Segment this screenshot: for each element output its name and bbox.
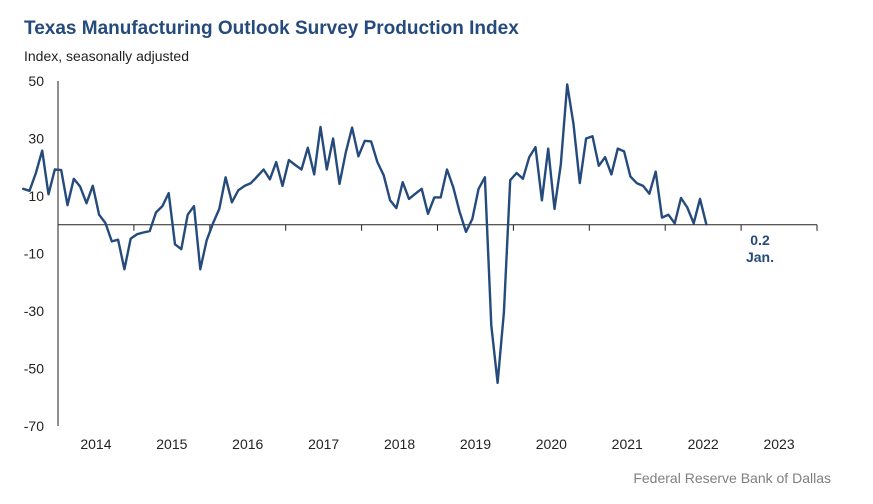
y-tick-label: -70 (24, 418, 44, 434)
chart-title: Texas Manufacturing Outlook Survey Produ… (24, 18, 519, 39)
x-tick-label: 2018 (384, 436, 415, 452)
x-tick-label: 2020 (536, 436, 567, 452)
y-tick-label: 10 (28, 188, 44, 204)
x-tick-label: 2019 (460, 436, 491, 452)
y-tick-label: 50 (28, 73, 44, 89)
y-tick-label: -30 (24, 303, 44, 319)
x-axis: 2014 2015 2016 2017 2018 2019 2020 2021 2022 2023 (57, 224, 818, 452)
x-tick-label: 2017 (308, 436, 339, 452)
x-tick-label: 2014 (80, 436, 111, 452)
y-axis: 50 30 10 -10 -30 -50 -70 (24, 73, 59, 434)
y-tick-label: 30 (28, 131, 44, 147)
series-line-production-index (22, 83, 708, 385)
x-tick-label: 2015 (156, 436, 187, 452)
chart-subtitle: Index, seasonally adjusted (24, 48, 189, 64)
source-credit: Federal Reserve Bank of Dallas (633, 470, 831, 486)
x-tick-label: 2016 (232, 436, 263, 452)
x-tick-label: 2023 (763, 436, 794, 452)
latest-month-label: Jan. (746, 249, 774, 265)
y-tick-label: -50 (24, 361, 44, 377)
x-tick-label: 2022 (688, 436, 719, 452)
x-tick-label: 2021 (612, 436, 643, 452)
latest-value-label: 0.2 (750, 232, 770, 248)
y-tick-label: -10 (24, 246, 44, 262)
